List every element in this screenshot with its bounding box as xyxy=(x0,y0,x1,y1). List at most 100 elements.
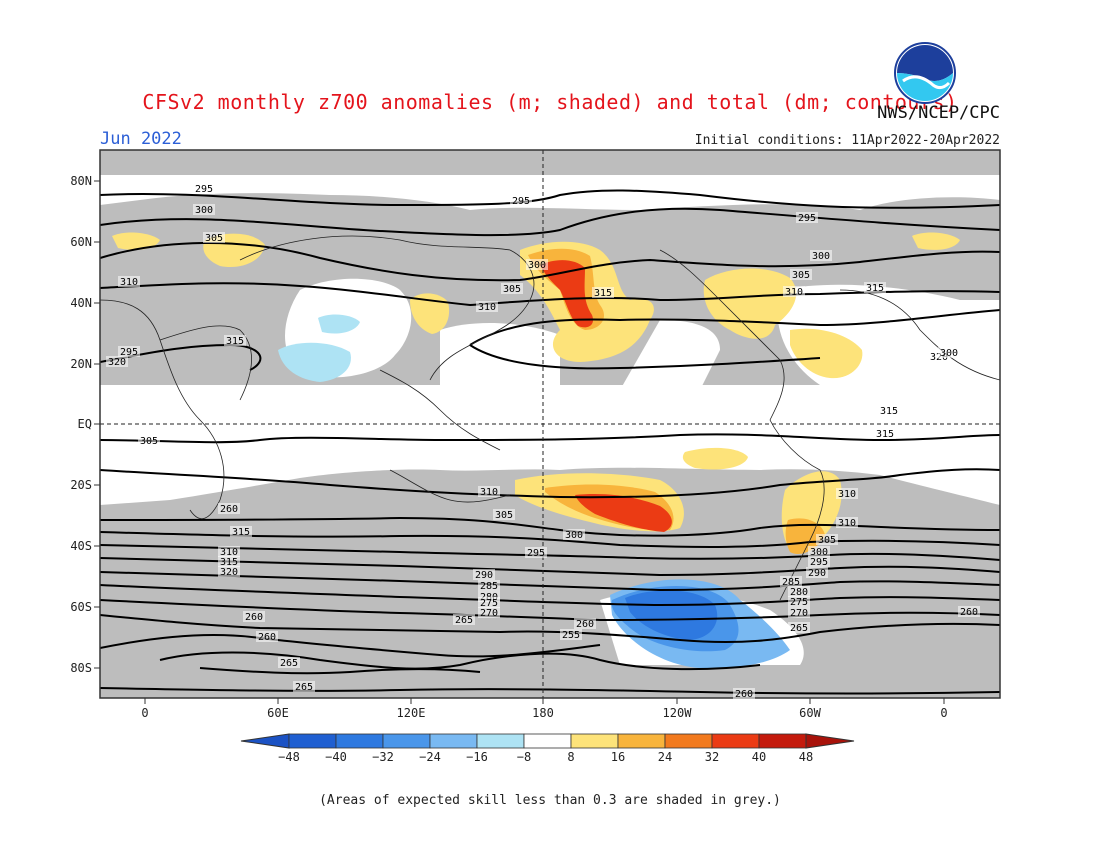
contour-label-bg xyxy=(796,212,818,223)
colorbar-label: 32 xyxy=(704,750,720,764)
lat-label: 60S xyxy=(70,600,92,614)
contour-label: 295 xyxy=(195,184,213,195)
skill-footnote: (Areas of expected skill less than 0.3 a… xyxy=(319,793,781,808)
colorbar-low-arrow xyxy=(240,733,290,749)
contour-label: 265 xyxy=(790,623,808,634)
contour-label-bg xyxy=(808,556,830,567)
contour-label: 290 xyxy=(808,568,826,579)
colorbar xyxy=(240,733,855,749)
contour-label-bg xyxy=(278,657,300,668)
colorbar-label: 48 xyxy=(798,750,814,764)
colorbar-segment xyxy=(429,733,478,749)
contour-label: 300 xyxy=(195,205,213,216)
contour-label-bg xyxy=(478,486,500,497)
contour-label-bg xyxy=(560,629,582,640)
contour-label-bg xyxy=(218,503,240,514)
contour-label-bg xyxy=(788,622,810,633)
agency-label: NWS/NCEP/CPC xyxy=(877,103,1000,123)
contour-labels: 2953003053103153202953003053103152953003… xyxy=(106,183,980,700)
colorbar-label: 8 xyxy=(567,750,575,764)
contour-label: 300 xyxy=(810,547,828,558)
contour-label: 305 xyxy=(205,233,223,244)
colorbar-label: −8 xyxy=(516,750,532,764)
colorbar-segment xyxy=(570,733,619,749)
lon-label: 180 xyxy=(532,706,554,720)
contour-label-bg xyxy=(476,301,498,312)
lat-label: 60N xyxy=(70,235,92,249)
colorbar-label: −48 xyxy=(278,750,300,764)
contour-label-bg xyxy=(106,356,128,367)
colorbar-segment xyxy=(476,733,525,749)
contour-label: 310 xyxy=(220,547,238,558)
contour-label: 300 xyxy=(565,530,583,541)
contour-label: 270 xyxy=(480,608,498,619)
colorbar-segment xyxy=(711,733,760,749)
contour-label-bg xyxy=(783,286,805,297)
contour-label: 285 xyxy=(782,577,800,588)
contour-label: 320 xyxy=(108,357,126,368)
tropical-white-band xyxy=(100,385,1000,505)
contour-label-bg xyxy=(574,618,596,629)
contour-label-bg xyxy=(788,586,810,597)
anomaly-north-pacific-red xyxy=(540,260,594,328)
contour-label-bg xyxy=(218,566,240,577)
colorbar-segment xyxy=(617,733,666,749)
colorbar-segment xyxy=(382,733,431,749)
lon-ticks xyxy=(144,698,945,704)
contour-label: 260 xyxy=(576,619,594,630)
contour-label-bg xyxy=(501,283,523,294)
noaa-logo-icon xyxy=(894,42,956,104)
anomaly-east-edge xyxy=(912,232,960,250)
contour-label-bg xyxy=(836,517,858,528)
lat-ticks xyxy=(94,180,100,669)
contour-label: 305 xyxy=(818,535,836,546)
contour-label: 315 xyxy=(226,336,244,347)
contour-label-bg xyxy=(563,529,585,540)
contour-label: 305 xyxy=(140,436,158,447)
lat-label: 40N xyxy=(70,296,92,310)
contour-label-bg xyxy=(478,580,500,591)
lat-label: 80S xyxy=(70,661,92,675)
contour-label: 285 xyxy=(480,581,498,592)
contour-label-bg xyxy=(478,597,500,608)
contour-label: 275 xyxy=(480,598,498,609)
contour-label: 260 xyxy=(220,504,238,515)
colorbar-segment xyxy=(335,733,384,749)
anomaly-south-america-orange xyxy=(785,518,825,555)
colorbar-segment xyxy=(758,733,807,749)
colorbar-high-arrow xyxy=(805,733,855,749)
contour-label-bg xyxy=(218,556,240,567)
contour-label: 260 xyxy=(735,689,753,700)
contour-label: 305 xyxy=(495,510,513,521)
colorbar-label: 16 xyxy=(610,750,626,764)
contour-label-bg xyxy=(478,591,500,602)
contour-label: 310 xyxy=(838,518,856,529)
contour-label: 300 xyxy=(528,260,546,271)
contour-label: 265 xyxy=(455,615,473,626)
contour-label-bg xyxy=(788,607,810,618)
colorbar-label: 40 xyxy=(751,750,767,764)
anomaly-east-asia xyxy=(410,293,450,334)
contour-label-bg xyxy=(243,611,265,622)
anomaly-south-pacific-red xyxy=(575,494,672,532)
contour-label-bg xyxy=(224,335,246,346)
contour-label-bg xyxy=(230,526,252,537)
colorbar-label: −24 xyxy=(419,750,441,764)
contour-label: 280 xyxy=(790,587,808,598)
lat-label: 80N xyxy=(70,174,92,188)
contour-label-bg xyxy=(874,428,896,439)
contour-label: 305 xyxy=(792,270,810,281)
lon-label: 120E xyxy=(396,706,426,720)
contour-label: 315 xyxy=(880,406,898,417)
contour-label: 315 xyxy=(220,557,238,568)
anomaly-southern-ocean-deep xyxy=(625,590,718,640)
west-pacific-white xyxy=(440,323,560,390)
contour-label-bg xyxy=(733,688,755,699)
contour-label: 260 xyxy=(258,632,276,643)
lon-label: 120W xyxy=(662,706,692,720)
lon-label: 60E xyxy=(267,706,289,720)
colorbar-segment xyxy=(664,733,713,749)
contour-label-bg xyxy=(864,282,886,293)
contour-label-bg xyxy=(790,269,812,280)
lon-label: 0 xyxy=(940,706,948,720)
